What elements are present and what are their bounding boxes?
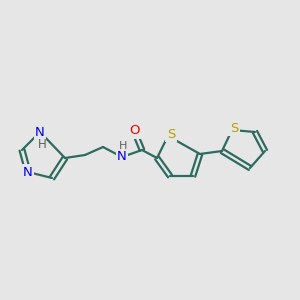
Text: N: N [23, 166, 33, 178]
Text: O: O [130, 124, 140, 137]
Text: S: S [230, 122, 238, 134]
Text: H: H [38, 137, 46, 151]
Text: S: S [167, 128, 175, 140]
Text: H: H [119, 141, 127, 151]
Text: N: N [35, 125, 45, 139]
Text: N: N [117, 151, 127, 164]
